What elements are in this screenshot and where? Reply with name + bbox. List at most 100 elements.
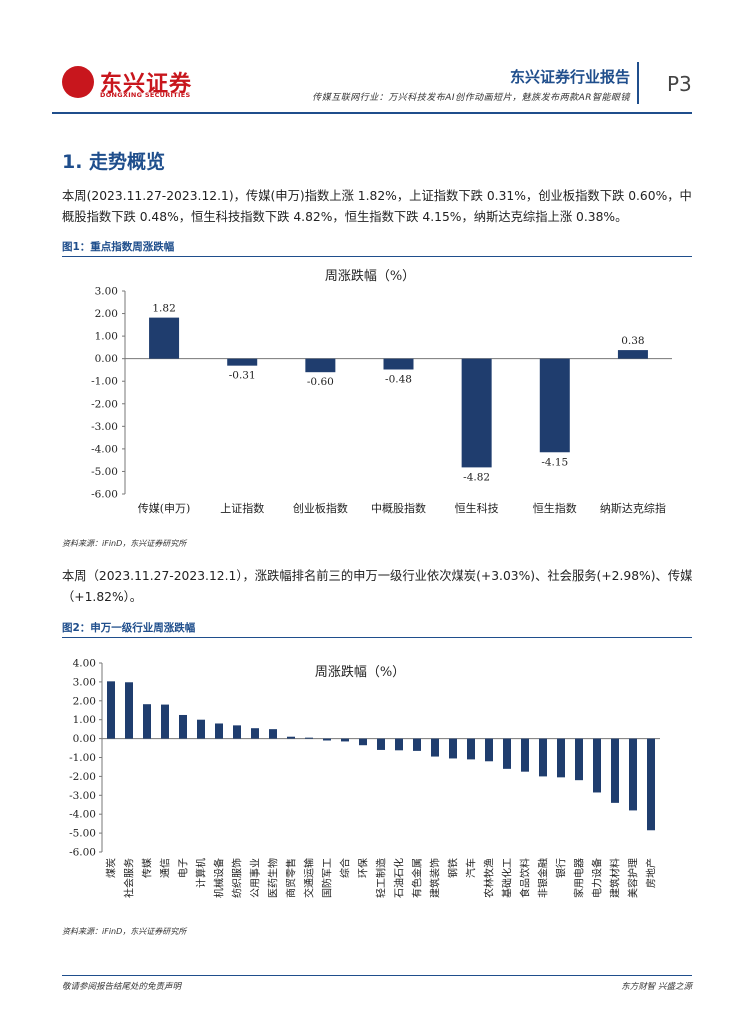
chart2-y-tick-label: 4.00 xyxy=(73,658,96,670)
chart2-category-label: 医药生物 xyxy=(267,858,280,898)
chart2-bar xyxy=(521,738,529,772)
chart2-bar xyxy=(323,738,331,741)
chart2-category-label: 商贸零售 xyxy=(285,858,298,898)
chart2-bar xyxy=(107,681,115,739)
chart1-category-label: 纳斯达克综指 xyxy=(600,501,666,515)
chart2-bar xyxy=(647,738,655,831)
chart1-y-tick-label: -4.00 xyxy=(91,443,118,455)
chart2-bar xyxy=(161,704,169,739)
chart2-bar xyxy=(305,737,313,739)
paragraph-index-summary: 本周(2023.11.27-2023.12.1)，传媒(申万)指数上涨 1.82… xyxy=(62,189,692,224)
chart1-data-label: -4.15 xyxy=(541,456,568,468)
chart2-category-label: 家用电器 xyxy=(573,858,586,898)
chart1-y-tick-label: -6.00 xyxy=(91,489,118,501)
header-divider xyxy=(637,62,639,104)
paragraph-industry-summary: 本周（2023.11.27-2023.12.1），涨跌幅排名前三的申万一级行业依… xyxy=(62,569,693,604)
chart2-category-label: 建筑装饰 xyxy=(429,858,442,898)
header-rule xyxy=(52,112,692,114)
chart2-bar xyxy=(269,729,277,739)
chart1-bar xyxy=(227,358,258,366)
footer-rule xyxy=(62,975,692,976)
chart2-category-label: 煤炭 xyxy=(105,858,118,878)
chart2-category-label: 非银金融 xyxy=(537,858,550,898)
chart2-y-tick-label: 0.00 xyxy=(73,733,96,745)
figure2-title: 图2：申万一级行业周涨跌幅 xyxy=(62,622,196,634)
chart1-category-label: 上证指数 xyxy=(220,501,264,515)
chart2-bar xyxy=(431,738,439,757)
chart2-bar xyxy=(575,738,583,781)
chart1-y-tick-label: 1.00 xyxy=(95,331,118,343)
chart1-y-tick-label: 2.00 xyxy=(95,308,118,320)
chart1-data-label: -0.60 xyxy=(307,376,334,388)
chart1-bar xyxy=(149,317,180,359)
chart2-category-label: 食品饮料 xyxy=(519,858,532,898)
chart2-category-label: 电子 xyxy=(177,858,190,878)
chart1-title: 周涨跌幅（%） xyxy=(325,268,415,284)
chart2-category-label: 建筑材料 xyxy=(609,858,622,898)
chart2-bar xyxy=(215,723,223,739)
figure1-title: 图1：重点指数周涨跌幅 xyxy=(62,241,175,253)
chart2-y-tick-label: 1.00 xyxy=(73,714,96,726)
chart2-bar xyxy=(539,738,547,777)
chart1-bar xyxy=(539,358,570,453)
section-title: 1. 走势概览 xyxy=(62,151,166,173)
industry-weekly-change-chart: 周涨跌幅（%） 4.00 3.00 2.00 1.00 0.00 -1.00 -2.00 -3.… xyxy=(69,658,660,898)
footer-disclaimer: 敬请参阅报告结尾处的免责声明 xyxy=(62,982,182,992)
chart1-category-label: 创业板指数 xyxy=(293,501,348,515)
chart2-category-label: 机械设备 xyxy=(213,858,226,898)
company-logo-icon xyxy=(62,66,94,98)
report-title: 东兴证券行业报告 xyxy=(509,68,630,86)
chart1-data-label: -4.82 xyxy=(463,471,490,483)
chart2-y-tick-label: -4.00 xyxy=(69,809,96,821)
chart2-category-label: 环保 xyxy=(357,858,370,878)
chart1-bar xyxy=(383,358,414,370)
chart2-category-label: 公用事业 xyxy=(249,858,262,898)
chart2-bar xyxy=(611,738,619,803)
chart2-bar xyxy=(377,738,385,750)
chart1-category-label: 恒生科技 xyxy=(455,501,499,515)
chart2-bar xyxy=(413,738,421,751)
chart2-y-tick-label: -5.00 xyxy=(69,828,96,840)
chart2-category-label: 钢铁 xyxy=(447,858,460,878)
chart2-y-tick-label: -6.00 xyxy=(69,847,96,859)
chart2-y-tick-label: -3.00 xyxy=(69,790,96,802)
chart1-data-label: -0.31 xyxy=(229,370,256,382)
chart1-bar xyxy=(461,358,492,468)
chart1-y-tick-label: -5.00 xyxy=(91,466,118,478)
chart2-bar xyxy=(143,704,151,739)
chart2-bar xyxy=(449,738,457,759)
chart2-category-label: 农林牧渔 xyxy=(483,858,496,898)
chart2-bar xyxy=(287,736,295,739)
chart2-category-label: 交通运输 xyxy=(303,858,316,898)
chart2-y-tick-label: 3.00 xyxy=(73,676,96,688)
chart1-y-tick-label: -2.00 xyxy=(91,398,118,410)
chart2-category-label: 石油石化 xyxy=(393,858,406,898)
chart1-y-tick-label: -1.00 xyxy=(91,376,118,388)
figure1-source: 资料来源：iFinD，东兴证券研究所 xyxy=(62,539,187,548)
chart2-category-label: 房地产 xyxy=(645,858,658,888)
footer-slogan: 东方财智 兴盛之源 xyxy=(621,982,692,992)
chart2-category-label: 传媒 xyxy=(142,858,154,878)
chart1-bar xyxy=(617,350,648,359)
chart2-y-tick-label: -2.00 xyxy=(69,771,96,783)
figure1-rule xyxy=(62,256,692,257)
chart1-data-label: 0.38 xyxy=(621,335,644,347)
chart2-bar xyxy=(341,738,349,742)
chart1-y-tick-label: 3.00 xyxy=(95,286,118,298)
chart2-bar xyxy=(125,682,133,739)
index-weekly-change-chart: 周涨跌幅（%） 3.00 2.00 1.00 0.00 -1.00 -2.00 -3.00 -4… xyxy=(91,268,672,515)
chart2-bar xyxy=(485,738,493,762)
chart2-category-label: 轻工制造 xyxy=(375,858,388,898)
chart2-category-label: 基础化工 xyxy=(501,858,514,898)
chart2-y-tick-label: 2.00 xyxy=(73,695,96,707)
chart2-category-label: 美容护理 xyxy=(627,858,640,898)
chart2-category-label: 电力设备 xyxy=(591,858,604,898)
chart2-bar xyxy=(251,728,259,739)
chart1-bar xyxy=(305,358,336,373)
logo-english-text: DONGXING SECURITIES xyxy=(100,91,191,99)
chart2-bar xyxy=(233,725,241,739)
chart2-bar xyxy=(593,738,601,793)
chart1-category-label: 传媒(申万) xyxy=(138,502,191,515)
chart1-y-tick-label: -3.00 xyxy=(91,421,118,433)
chart2-bar xyxy=(359,738,367,746)
